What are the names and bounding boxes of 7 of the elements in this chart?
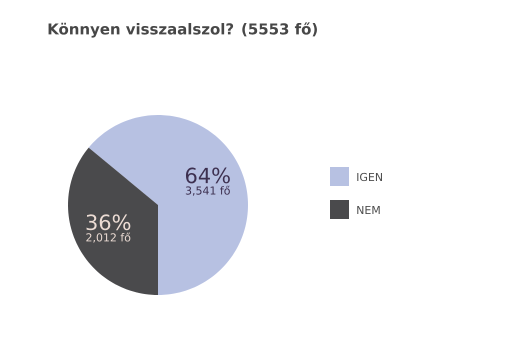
data-label: 36%: [86, 214, 130, 230]
legend-label: IGEN: [357, 172, 382, 182]
text: 2,012 fő: [86, 232, 130, 243]
data-label: 64%: [186, 168, 230, 184]
chart-title: Könnyen visszaalszol? (5553 fő): [48, 22, 317, 38]
text: 3,541 fő: [186, 186, 230, 196]
legend-label: NEM: [357, 206, 380, 214]
